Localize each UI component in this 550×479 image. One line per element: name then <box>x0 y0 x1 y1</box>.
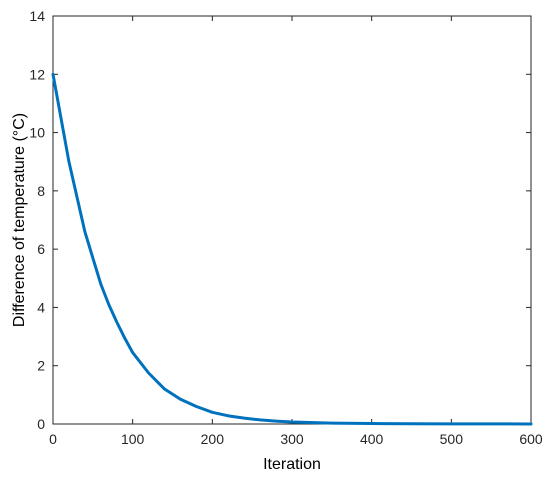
series-line <box>51 72 533 426</box>
x-tick-label: 100 <box>121 431 145 447</box>
x-axis-label: Iteration <box>263 456 321 473</box>
y-tick-label: 10 <box>29 125 45 141</box>
x-axis-ticks: 0 100 200 300 400 500 600 <box>49 16 543 447</box>
y-axis-label: Difference of temperature (°C) <box>11 113 28 327</box>
y-tick-label: 8 <box>37 183 45 199</box>
y-tick-label: 2 <box>37 358 45 374</box>
x-tick-label: 200 <box>201 431 225 447</box>
y-tick-label: 4 <box>37 299 45 315</box>
y-tick-label: 0 <box>37 416 45 432</box>
plot-area <box>52 15 532 425</box>
x-tick-label: 0 <box>49 431 57 447</box>
y-axis-ticks: 0 2 4 6 8 10 12 14 <box>29 8 531 432</box>
y-tick-label: 12 <box>29 66 45 82</box>
x-tick-label: 300 <box>280 431 304 447</box>
x-tick-label: 500 <box>440 431 464 447</box>
x-tick-label: 600 <box>519 431 543 447</box>
y-tick-label: 14 <box>29 8 45 24</box>
x-tick-label: 400 <box>360 431 384 447</box>
y-tick-label: 6 <box>37 241 45 257</box>
